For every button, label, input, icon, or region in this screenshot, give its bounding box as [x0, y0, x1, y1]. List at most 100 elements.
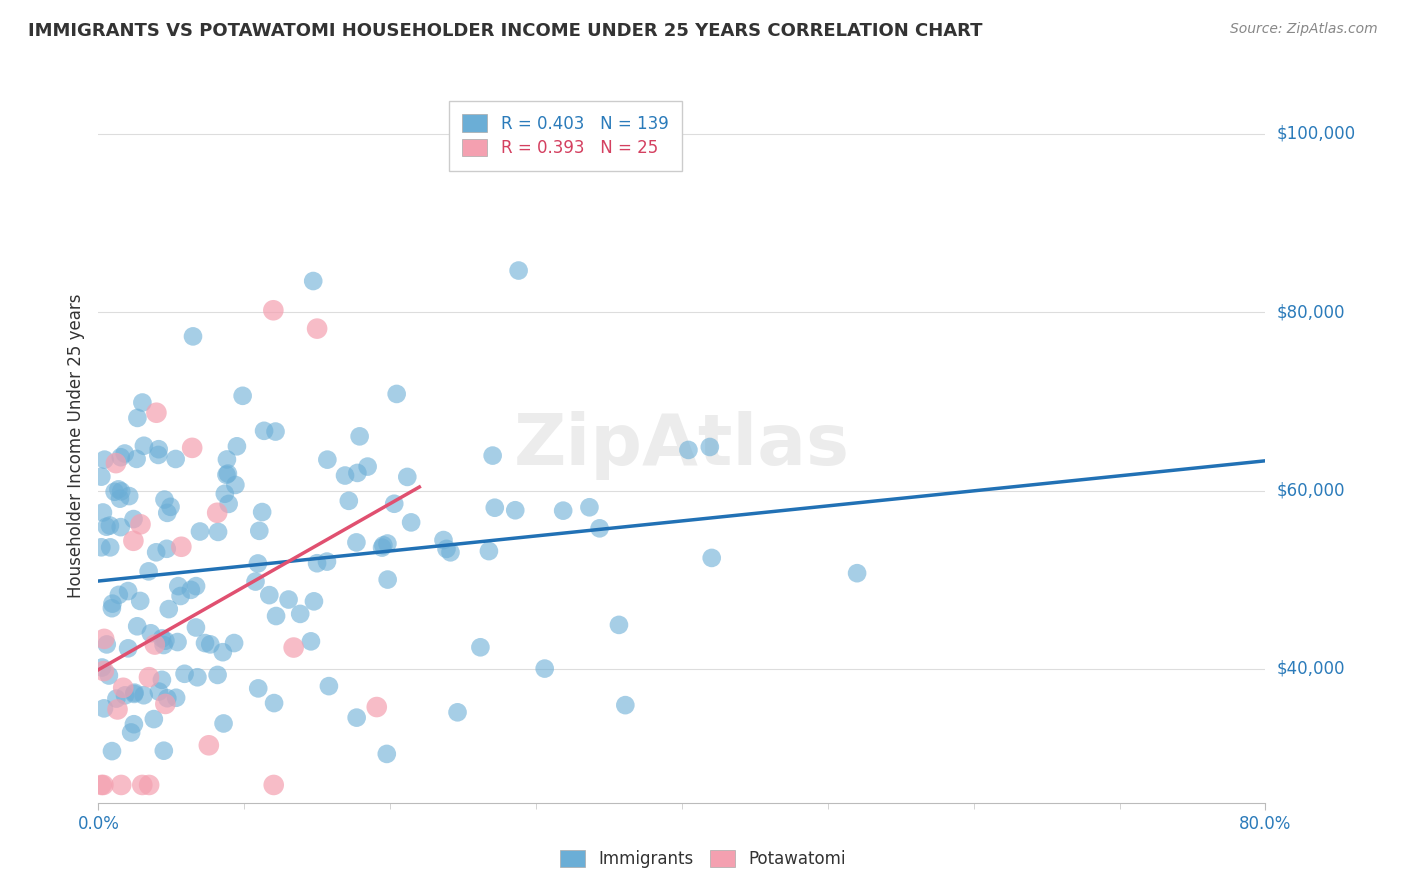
Point — [114, 689, 136, 703]
Point — [90, 778, 112, 792]
Point — [396, 470, 419, 484]
Point — [181, 441, 204, 455]
Point — [132, 688, 155, 702]
Point — [159, 500, 181, 514]
Point — [214, 487, 236, 501]
Point — [302, 594, 325, 608]
Point — [148, 684, 170, 698]
Point — [247, 524, 270, 538]
Point — [153, 492, 176, 507]
Point — [122, 512, 145, 526]
Point — [215, 452, 238, 467]
Point — [108, 588, 131, 602]
Point — [139, 626, 162, 640]
Point — [142, 712, 165, 726]
Point — [508, 263, 530, 277]
Point — [167, 579, 190, 593]
Point — [211, 645, 233, 659]
Text: IMMIGRANTS VS POTAWATOMI HOUSEHOLDER INCOME UNDER 25 YEARS CORRELATION CHART: IMMIGRANTS VS POTAWATOMI HOUSEHOLDER INC… — [28, 22, 983, 40]
Point — [277, 592, 299, 607]
Point — [127, 411, 149, 425]
Point — [145, 406, 167, 420]
Y-axis label: Householder Income Under 25 years: Householder Income Under 25 years — [66, 293, 84, 599]
Point — [145, 545, 167, 559]
Point — [699, 440, 721, 454]
Text: $40,000: $40,000 — [1277, 660, 1346, 678]
Point — [112, 681, 135, 695]
Point — [259, 588, 281, 602]
Point — [207, 524, 229, 539]
Point — [93, 701, 115, 715]
Point — [90, 541, 112, 555]
Point — [247, 681, 270, 696]
Point — [263, 778, 285, 792]
Point — [432, 533, 454, 547]
Point — [108, 491, 131, 506]
Point — [117, 584, 139, 599]
Point — [264, 425, 287, 439]
Point — [93, 664, 115, 678]
Point — [307, 556, 329, 570]
Point — [105, 691, 128, 706]
Point — [198, 739, 221, 753]
Point — [307, 321, 329, 335]
Point — [104, 456, 127, 470]
Point — [349, 429, 371, 443]
Point — [299, 634, 322, 648]
Point — [316, 452, 339, 467]
Point — [153, 744, 176, 758]
Point — [217, 467, 239, 481]
Point — [333, 468, 356, 483]
Point — [143, 638, 166, 652]
Point — [91, 660, 114, 674]
Point — [138, 670, 160, 684]
Point — [302, 274, 325, 288]
Point — [478, 544, 501, 558]
Point — [138, 565, 160, 579]
Point — [578, 500, 600, 515]
Point — [156, 691, 179, 706]
Legend: R = 0.403   N = 139, R = 0.393   N = 25: R = 0.403 N = 139, R = 0.393 N = 25 — [449, 101, 682, 170]
Point — [503, 503, 526, 517]
Point — [436, 541, 458, 556]
Point — [157, 602, 180, 616]
Text: ZipAtlas: ZipAtlas — [515, 411, 849, 481]
Point — [98, 541, 121, 555]
Point — [122, 717, 145, 731]
Point — [218, 497, 240, 511]
Point — [678, 442, 700, 457]
Point — [614, 698, 637, 713]
Point — [290, 607, 312, 621]
Point — [152, 638, 174, 652]
Point — [399, 516, 422, 530]
Point — [120, 725, 142, 739]
Point — [470, 640, 492, 655]
Point — [96, 519, 118, 533]
Point — [184, 620, 207, 634]
Point — [377, 536, 399, 550]
Point — [122, 687, 145, 701]
Point — [131, 395, 153, 409]
Point — [155, 697, 177, 711]
Point — [245, 574, 267, 589]
Point — [375, 747, 398, 761]
Point — [215, 467, 238, 482]
Point — [316, 555, 339, 569]
Point — [222, 636, 245, 650]
Point — [156, 506, 179, 520]
Point — [138, 778, 160, 792]
Point — [846, 566, 869, 581]
Point — [200, 637, 222, 651]
Point — [481, 449, 503, 463]
Point — [607, 618, 630, 632]
Point — [107, 702, 129, 716]
Point — [484, 500, 506, 515]
Point — [224, 478, 246, 492]
Point — [110, 450, 132, 465]
Point — [122, 533, 145, 548]
Point — [131, 778, 153, 792]
Point — [700, 550, 723, 565]
Point — [132, 439, 155, 453]
Point — [337, 493, 360, 508]
Point — [101, 597, 124, 611]
